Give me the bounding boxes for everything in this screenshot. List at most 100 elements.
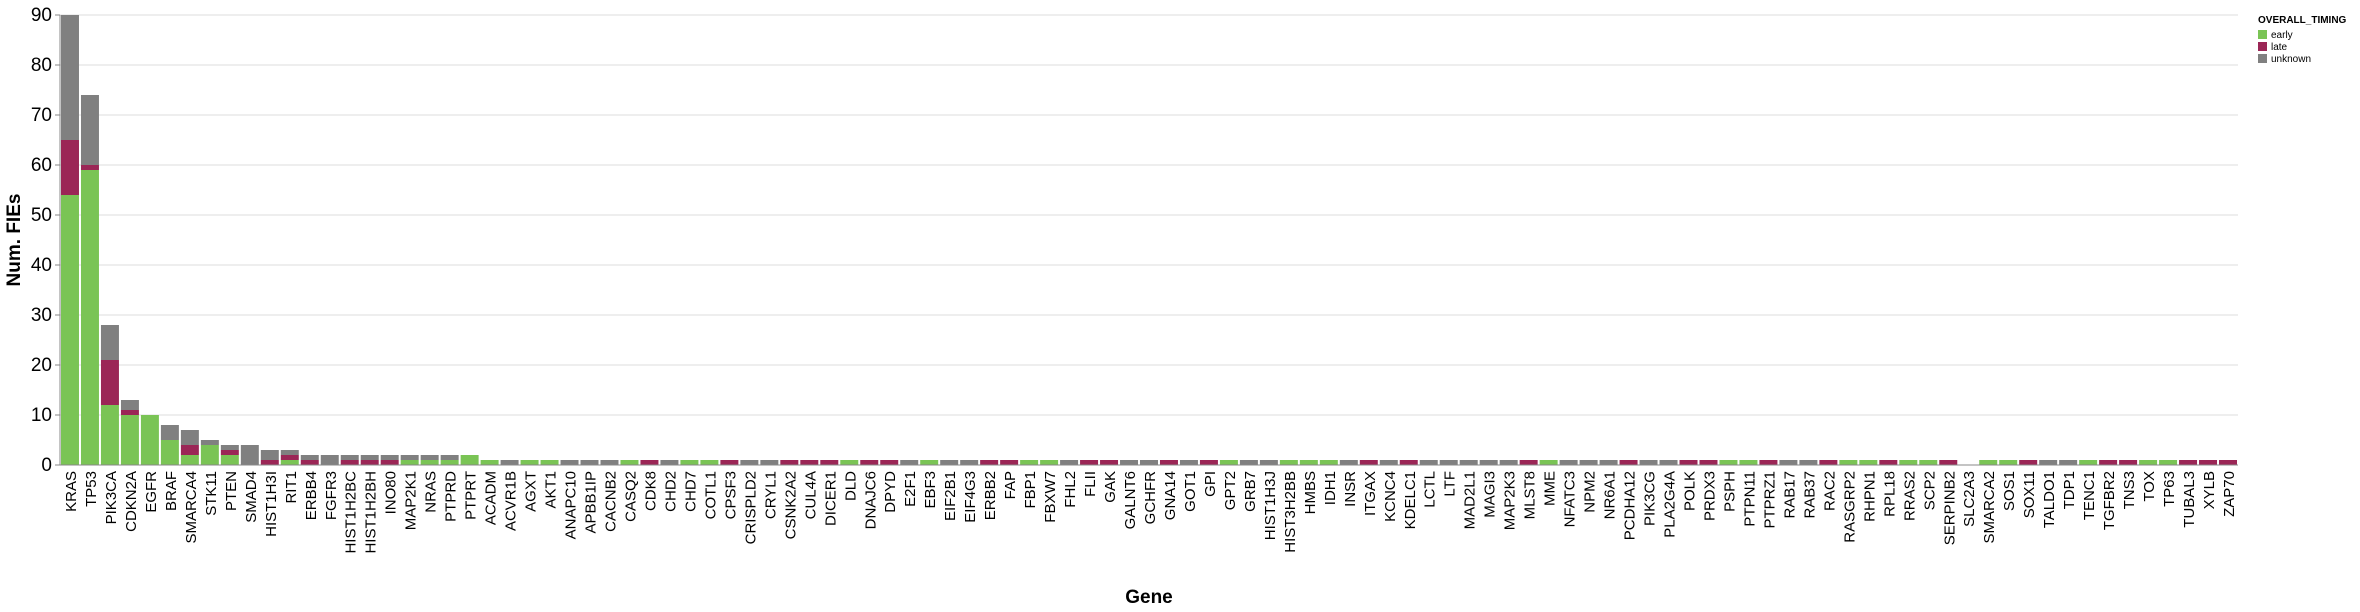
x-tick-label: CHD2 (662, 471, 679, 512)
bar-segment-late (340, 460, 359, 465)
x-tick-label: MAD2L1 (1462, 471, 1479, 529)
x-tick-label: PTPN11 (1741, 471, 1758, 527)
legend-label-early: early (2271, 30, 2293, 41)
x-tick-label: HIST1H2BH (363, 471, 380, 554)
x-tick-label: IDH1 (1322, 471, 1339, 505)
y-axis-title: Num. FIEs (4, 194, 25, 287)
bar-segment-unknown (100, 325, 119, 360)
x-tick-label: PSPH (1721, 471, 1738, 512)
x-tick-label: GPI (1202, 471, 1219, 497)
x-tick-label: SOS1 (2001, 471, 2018, 511)
y-tick-label: 10 (31, 405, 52, 426)
x-tick-label: PLA2G4A (1662, 471, 1679, 538)
bar-segment-early (2159, 460, 2178, 465)
bar-segment-late (260, 460, 279, 465)
legend-label-unknown: unknown (2271, 54, 2311, 65)
bar-segment-early (680, 460, 699, 465)
bar-segment-unknown (240, 445, 259, 465)
bar-segment-late (800, 460, 819, 465)
bar-segment-unknown (1659, 460, 1678, 465)
bar-segment-early (220, 455, 239, 465)
bar-segment-unknown (220, 445, 239, 450)
bar-segment-unknown (60, 15, 79, 140)
bar-segment-late (880, 460, 899, 465)
bar-segment-unknown (280, 450, 299, 455)
bar-segment-early (200, 445, 219, 465)
x-tick-label: LTF (1442, 471, 1459, 497)
x-tick-label: ITGAX (1362, 471, 1379, 516)
x-tick-label: RHPN1 (1861, 471, 1878, 522)
bar-segment-unknown (1779, 460, 1798, 465)
x-tick-label: CASQ2 (622, 471, 639, 522)
bar-segment-late (360, 460, 379, 465)
x-tick-label: PTEN (223, 471, 240, 511)
bar-segment-unknown (580, 460, 599, 465)
x-tick-label: MAP2K1 (403, 471, 420, 530)
bar-segment-late (1519, 460, 1538, 465)
y-tick-label: 40 (31, 255, 52, 276)
x-tick-label: PIK3CG (1642, 471, 1659, 526)
x-tick-label: SOX11 (2021, 471, 2038, 518)
x-tick-label: GOT1 (1182, 471, 1199, 512)
x-tick-label: RPL18 (1881, 471, 1898, 517)
bar-segment-late (2219, 460, 2238, 465)
bar-segment-early (1040, 460, 1059, 465)
bar-segment-unknown (1439, 460, 1458, 465)
bar-segment-late (2099, 460, 2118, 465)
bar-segment-late (1939, 460, 1958, 465)
bar-segment-late (1199, 460, 1218, 465)
bar-segment-late (1619, 460, 1638, 465)
x-tick-label: PRDX3 (1701, 471, 1718, 521)
x-tick-label: GCHFR (1142, 471, 1159, 524)
bar-segment-late (2119, 460, 2138, 465)
x-tick-label: MAGI3 (1482, 471, 1499, 518)
bar-segment-unknown (940, 460, 959, 465)
bar-segment-unknown (160, 425, 179, 440)
legend-swatch-early (2258, 30, 2267, 39)
x-tick-label: RASGRP2 (1841, 471, 1858, 543)
x-tick-label: CPSF3 (722, 471, 739, 519)
bar-segment-unknown (760, 460, 779, 465)
y-tick-label: 60 (31, 155, 52, 176)
bar-segment-unknown (1179, 460, 1198, 465)
bar-segment-late (980, 460, 999, 465)
x-tick-label: E2F1 (902, 471, 919, 507)
legend-title: OVERALL_TIMING (2258, 15, 2347, 26)
x-tick-label: CDK8 (642, 471, 659, 511)
bar-segment-early (2079, 460, 2098, 465)
x-tick-label: AKT1 (543, 471, 560, 509)
bar-segment-late (80, 165, 99, 170)
x-tick-label: GRB7 (1242, 471, 1259, 512)
bar-segment-unknown (500, 460, 519, 465)
bar-segment-early (440, 460, 459, 465)
x-tick-label: BRAF (163, 471, 180, 511)
y-tick-label: 70 (31, 105, 52, 126)
bar-segment-early (1319, 460, 1338, 465)
x-tick-label: RAB37 (1801, 471, 1818, 519)
x-tick-label: TALDO1 (2041, 471, 2058, 528)
bar-segment-late (1879, 460, 1898, 465)
x-tick-label: ERBB4 (303, 471, 320, 520)
x-tick-label: NPM2 (1582, 471, 1599, 513)
x-tick-label: NRAS (423, 471, 440, 513)
bar-segment-early (280, 460, 299, 465)
bar-segment-early (1979, 460, 1998, 465)
x-axis-title: Gene (1125, 587, 1173, 608)
x-tick-label: RAC2 (1821, 471, 1838, 511)
x-tick-label: SMAD4 (243, 471, 260, 523)
bar-segment-early (620, 460, 639, 465)
bar-segment-early (1899, 460, 1918, 465)
x-tick-label: AGXT (523, 471, 540, 512)
x-tick-label: TNS3 (2121, 471, 2138, 509)
bar-segment-unknown (300, 455, 319, 460)
x-tick-label: GNA14 (1162, 471, 1179, 520)
x-tick-label: GAK (1102, 471, 1119, 503)
bar-segment-unknown (400, 455, 419, 460)
x-tick-labels: KRAS TP53 PIK3CA CDKN2A EGFR BRAF SMARCA4 STK11… (63, 471, 2238, 554)
bar-segment-early (840, 460, 859, 465)
x-tick-label: KRAS (63, 471, 80, 512)
x-tick-label: EBF3 (922, 471, 939, 509)
x-tick-label: TGFBR2 (2101, 471, 2118, 530)
bar-segment-unknown (2059, 460, 2078, 465)
